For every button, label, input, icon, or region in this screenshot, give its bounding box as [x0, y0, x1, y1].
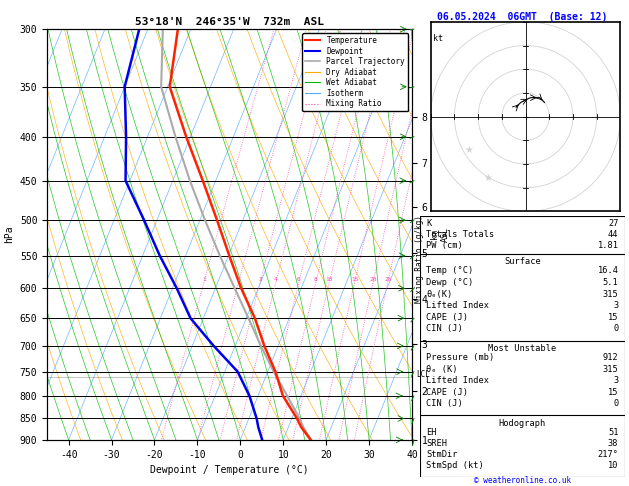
- X-axis label: Dewpoint / Temperature (°C): Dewpoint / Temperature (°C): [150, 465, 309, 475]
- Text: Mixing Ratio (g/kg): Mixing Ratio (g/kg): [415, 215, 424, 303]
- Text: 5.1: 5.1: [603, 278, 618, 287]
- Text: θₑ (K): θₑ (K): [426, 364, 458, 374]
- Text: PW (cm): PW (cm): [426, 241, 463, 249]
- Text: 15: 15: [351, 277, 359, 282]
- Text: 16.4: 16.4: [598, 266, 618, 276]
- Text: 1: 1: [202, 277, 206, 282]
- Text: 0: 0: [613, 325, 618, 333]
- Text: K: K: [426, 219, 431, 228]
- Text: 10: 10: [326, 277, 333, 282]
- Text: StmDir: StmDir: [426, 450, 458, 459]
- Text: 315: 315: [603, 290, 618, 299]
- Text: 217°: 217°: [598, 450, 618, 459]
- Text: 1.81: 1.81: [598, 241, 618, 249]
- Text: Surface: Surface: [504, 257, 541, 266]
- Text: EH: EH: [426, 428, 437, 436]
- Text: Dewp (°C): Dewp (°C): [426, 278, 474, 287]
- Y-axis label: km
ASL: km ASL: [430, 227, 450, 242]
- Text: CIN (J): CIN (J): [426, 325, 463, 333]
- Text: ★: ★: [483, 173, 492, 183]
- Text: 15: 15: [608, 388, 618, 397]
- Text: 3: 3: [259, 277, 262, 282]
- Text: CAPE (J): CAPE (J): [426, 388, 469, 397]
- Text: 27: 27: [608, 219, 618, 228]
- Text: 8: 8: [314, 277, 318, 282]
- Text: 15: 15: [608, 313, 618, 322]
- Text: 20: 20: [369, 277, 377, 282]
- Text: 2: 2: [237, 277, 240, 282]
- Text: 44: 44: [608, 230, 618, 239]
- Text: Lifted Index: Lifted Index: [426, 301, 489, 310]
- Text: 10: 10: [608, 461, 618, 470]
- Text: StmSpd (kt): StmSpd (kt): [426, 461, 484, 470]
- Text: Hodograph: Hodograph: [499, 418, 546, 428]
- Text: 6: 6: [297, 277, 301, 282]
- Text: 315: 315: [603, 364, 618, 374]
- Text: Temp (°C): Temp (°C): [426, 266, 474, 276]
- Text: Totals Totals: Totals Totals: [426, 230, 494, 239]
- Text: 25: 25: [384, 277, 392, 282]
- Text: 38: 38: [608, 439, 618, 448]
- Title: 53°18'N  246°35'W  732m  ASL: 53°18'N 246°35'W 732m ASL: [135, 17, 324, 27]
- Text: CIN (J): CIN (J): [426, 399, 463, 408]
- Legend: Temperature, Dewpoint, Parcel Trajectory, Dry Adiabat, Wet Adiabat, Isotherm, Mi: Temperature, Dewpoint, Parcel Trajectory…: [302, 33, 408, 111]
- Text: Lifted Index: Lifted Index: [426, 376, 489, 385]
- Text: 3: 3: [613, 376, 618, 385]
- Text: 3: 3: [613, 301, 618, 310]
- Text: SREH: SREH: [426, 439, 447, 448]
- Text: Most Unstable: Most Unstable: [488, 344, 557, 353]
- Text: θₑ(K): θₑ(K): [426, 290, 452, 299]
- Text: Pressure (mb): Pressure (mb): [426, 353, 494, 362]
- Text: CAPE (J): CAPE (J): [426, 313, 469, 322]
- Text: ★: ★: [464, 145, 473, 155]
- Text: 0: 0: [613, 399, 618, 408]
- Text: 912: 912: [603, 353, 618, 362]
- Text: LCL: LCL: [416, 370, 430, 379]
- Text: 4: 4: [274, 277, 278, 282]
- Text: 06.05.2024  06GMT  (Base: 12): 06.05.2024 06GMT (Base: 12): [437, 12, 608, 22]
- Text: © weatheronline.co.uk: © weatheronline.co.uk: [474, 476, 571, 485]
- Y-axis label: hPa: hPa: [4, 226, 14, 243]
- Text: 51: 51: [608, 428, 618, 436]
- Text: kt: kt: [433, 34, 443, 43]
